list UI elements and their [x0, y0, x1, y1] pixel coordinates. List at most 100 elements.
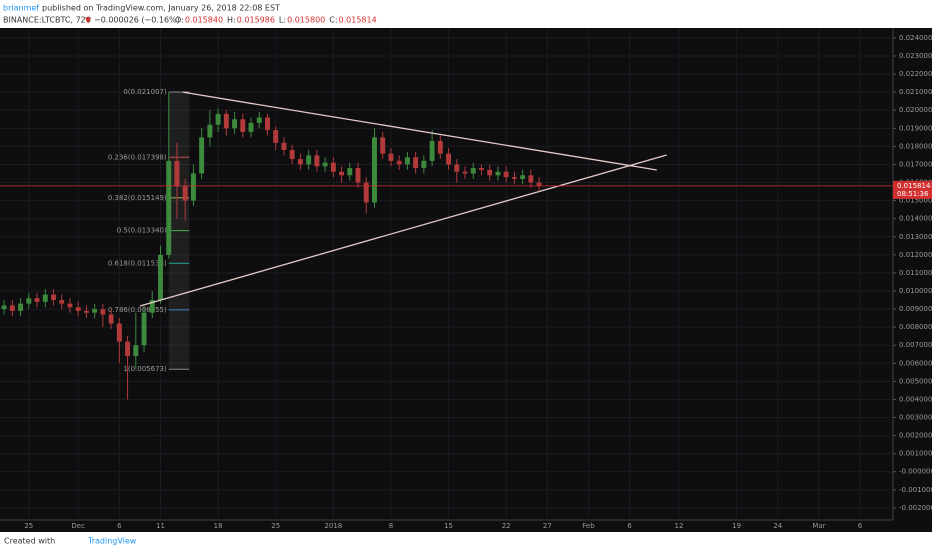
candle-body [75, 307, 81, 311]
x-tick-label: 8 [389, 522, 393, 530]
candle-body [454, 164, 460, 172]
y-tick-label: 0.003000 [899, 414, 932, 422]
y-tick-label: 0.021000 [899, 88, 932, 96]
candle-body [141, 312, 147, 346]
y-tick-label: 0.013000 [899, 233, 932, 241]
candle-body [223, 113, 229, 129]
x-tick-label: 6 [117, 522, 122, 530]
x-tick-label: 25 [24, 522, 33, 530]
x-tick-label: 18 [214, 522, 223, 530]
candle-body [166, 160, 172, 255]
y-tick-label: 0.020000 [899, 106, 932, 114]
y-tick-label: 0.001000 [899, 450, 932, 458]
candle-body [380, 137, 386, 154]
price-tag [893, 180, 932, 199]
candle-body [421, 160, 427, 169]
y-tick-label: 0.005000 [899, 377, 932, 385]
candle-body [1, 305, 7, 310]
y-tick-label: 0.024000 [899, 34, 932, 42]
fib-label: 0.786(0.008955) [108, 306, 167, 314]
y-tick-label: 0.007000 [899, 341, 932, 349]
candle-body [125, 341, 131, 357]
candle-body [503, 171, 509, 178]
x-tick-label: 2018 [324, 522, 342, 530]
fib-label: 0.5(0.013340) [117, 227, 167, 235]
y-tick-label: 0.002000 [899, 432, 932, 440]
candle-body [273, 130, 279, 143]
x-tick-label: 24 [773, 522, 782, 530]
candle-body [100, 309, 106, 315]
candle-body [404, 157, 410, 165]
candle-body [256, 117, 262, 123]
candle-body [462, 171, 468, 174]
x-tick-label: 11 [156, 522, 165, 530]
x-tick-label: Mar [812, 522, 825, 530]
header-arrow: ▼ [85, 16, 92, 25]
y-tick-label: 0.015000 [899, 197, 932, 205]
candle-body [108, 314, 114, 324]
candle-body [479, 168, 484, 170]
candle-body [330, 162, 336, 172]
y-tick-label: 0.010000 [899, 287, 932, 295]
candle-body [339, 171, 345, 176]
candle-body [116, 323, 122, 342]
x-tick-label: 6 [627, 522, 632, 530]
candle-body [322, 162, 328, 167]
ohlc-key: H: [227, 16, 236, 25]
candle-body [9, 305, 15, 311]
candle-body [487, 169, 493, 176]
candle-body [372, 137, 377, 203]
candle-body [67, 303, 73, 308]
candle-body [511, 177, 517, 179]
ohlc-value: 0.015840 [185, 16, 223, 25]
candle-body [51, 294, 56, 301]
candle-body [446, 153, 452, 165]
candle-body [26, 298, 32, 304]
x-tick-label: Dec [71, 522, 85, 530]
candle-body [429, 140, 435, 161]
fib-label: 0.618(0.011533) [108, 259, 167, 267]
candle-body [18, 303, 24, 311]
x-tick-label: 19 [732, 522, 741, 530]
candle-body [59, 300, 65, 304]
candle-body [248, 122, 254, 132]
candle-body [355, 168, 361, 183]
trendline [139, 154, 667, 307]
price-tag-label: 0.015814 [897, 182, 931, 190]
y-tick-label: -0.001000 [899, 486, 932, 494]
y-tick-label: -0.002000 [899, 504, 932, 512]
y-tick-label: 0.012000 [899, 251, 932, 259]
candle-body [34, 298, 40, 302]
candle-body [240, 119, 246, 132]
header-change: −0.000026 (−0.16%) [94, 16, 180, 25]
ohlc-key: O: [175, 16, 184, 25]
x-tick-label: Feb [582, 522, 595, 530]
candle-body [265, 117, 270, 131]
countdown: 08:51:36 [897, 190, 929, 198]
x-tick-label: 27 [543, 522, 552, 530]
header-author: brianmef [3, 4, 39, 13]
y-tick-label: 0.023000 [899, 52, 932, 60]
candle-body [42, 294, 48, 302]
footer-bg [0, 532, 932, 550]
candle-body [520, 175, 526, 179]
ohlc-value: 0.015986 [237, 16, 275, 25]
candle-body [289, 150, 295, 160]
candle-body [133, 345, 139, 357]
header-published: published on TradingView.com, January 26… [42, 4, 280, 13]
candle-body [528, 175, 534, 183]
candle-body [207, 124, 213, 138]
candle-body [388, 153, 394, 161]
candle-body [413, 157, 419, 169]
x-tick-label: 22 [502, 522, 511, 530]
candle-body [83, 310, 89, 313]
y-tick-label: 0.011000 [899, 269, 932, 277]
y-tick-label: 0.017000 [899, 160, 932, 168]
ohlc-key: C: [329, 16, 337, 25]
fib-label: 1(0.005673) [123, 365, 167, 373]
x-tick-label: 12 [675, 522, 684, 530]
y-tick-label: 0.019000 [899, 124, 932, 132]
y-tick-label: 0.008000 [899, 323, 932, 331]
y-tick-label: 0.006000 [899, 359, 932, 367]
